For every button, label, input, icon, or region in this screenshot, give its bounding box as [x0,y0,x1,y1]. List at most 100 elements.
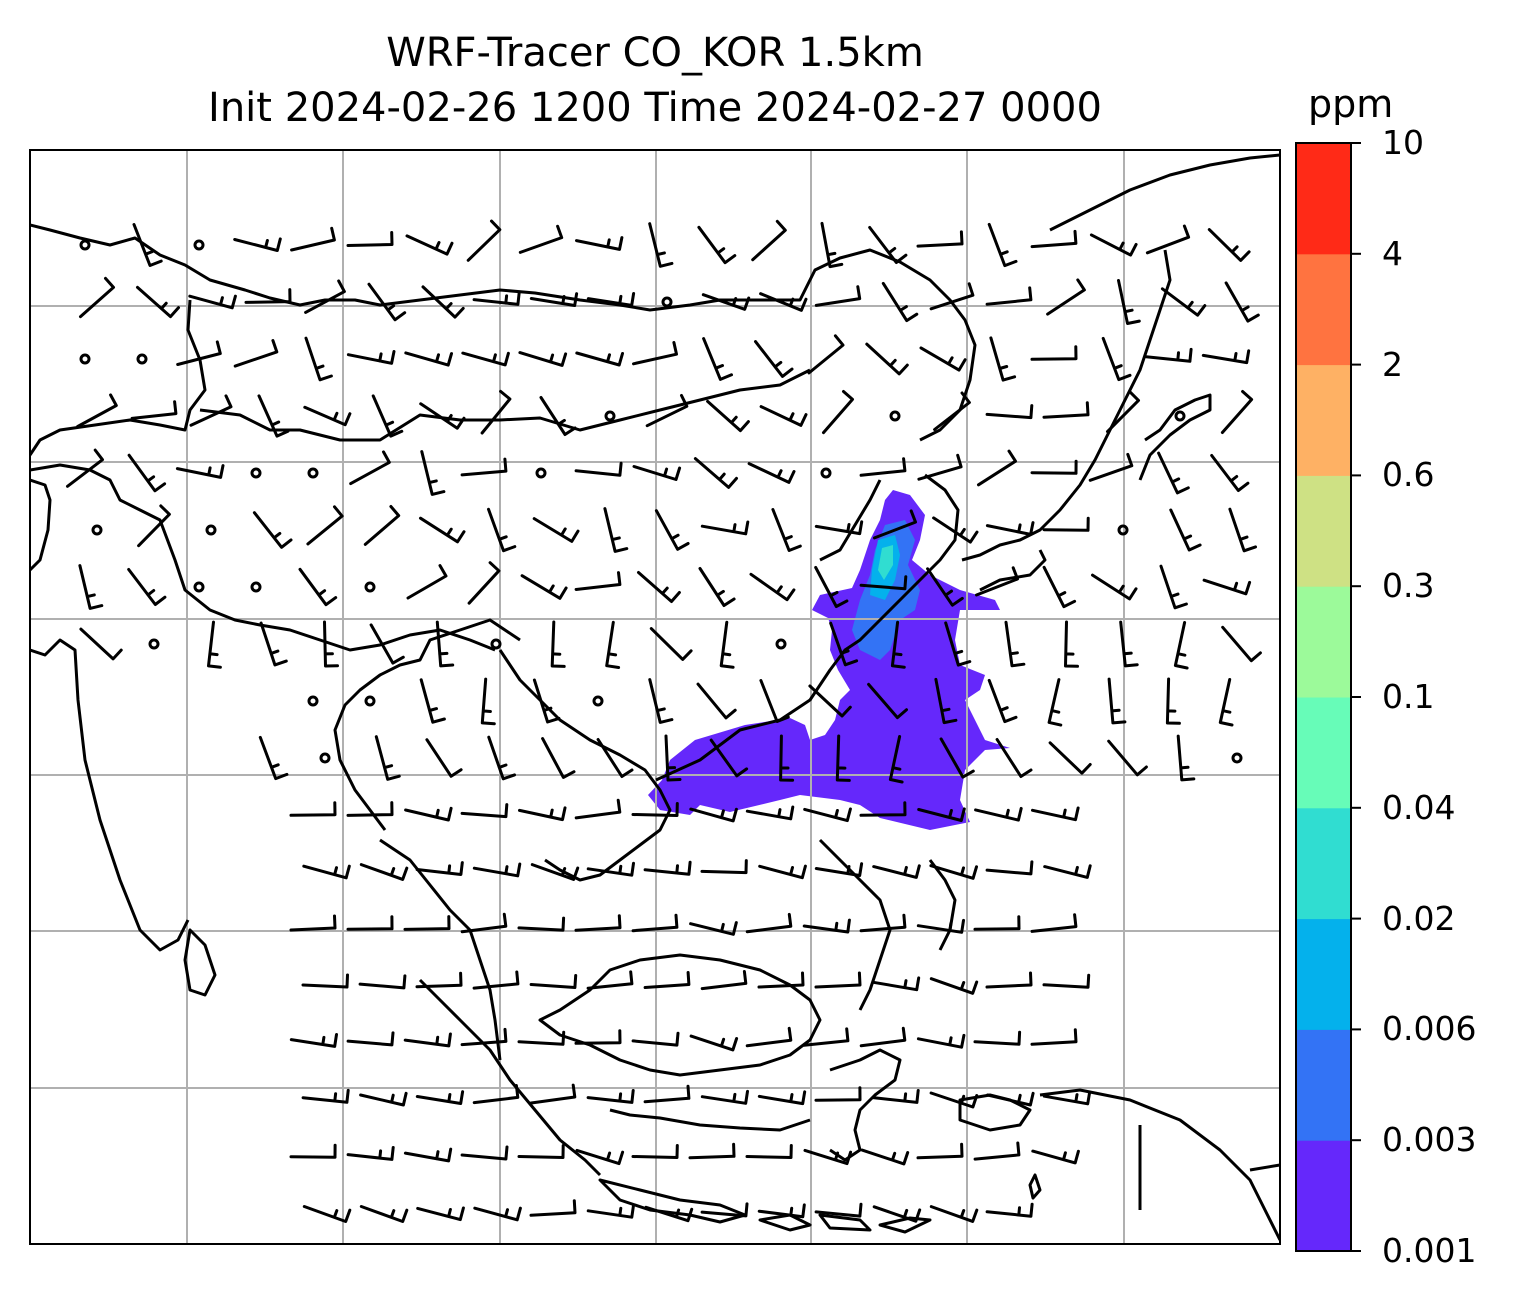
wind-barb [207,620,222,669]
wind-barb [404,806,453,822]
colorbar-ticks [1351,142,1361,1252]
wind-barb [637,571,681,603]
wind-barb [586,1203,635,1219]
wind-barb [648,222,674,268]
wind-barbs [66,219,1262,1223]
wind-barb [529,292,579,307]
wind-barb [871,1089,920,1104]
wind-barb [374,735,401,781]
wind-barb [435,620,455,668]
wind-barb [1176,734,1196,782]
wind-barb [649,627,693,661]
wind-barb [137,504,171,548]
wind-barb [301,973,349,989]
wind-barb [916,1142,964,1160]
wind-barb [1043,864,1092,879]
wind-barb [79,627,123,661]
wind-barb [132,223,163,267]
wind-barb [416,1206,465,1222]
wind-barb [302,864,351,880]
wind-barb [758,864,807,880]
colorbar-tick-label: 0.006 [1382,1009,1477,1049]
calm-wind-marker [364,695,376,707]
wind-barb [700,1202,749,1218]
wind-barb [1165,677,1181,725]
wind-barb [419,678,446,724]
calm-wind-marker [661,296,673,308]
wind-barb [1042,516,1090,532]
wind-barb [1210,454,1250,492]
wind-barb [697,225,737,265]
calm-wind-marker [193,581,205,593]
map-frame [29,149,1281,1245]
wind-barb [859,913,907,933]
wind-barb [403,1032,452,1048]
wind-barb [1202,578,1252,596]
wind-barb [860,1148,910,1166]
wind-barb [539,396,577,436]
wind-barb [835,734,851,782]
wind-barb [473,1206,522,1222]
coastlines [30,153,1280,1241]
chart-title: WRF-Tracer CO_KOR 1.5km [386,30,924,76]
wind-barb [574,571,622,591]
wind-barb [643,971,691,989]
colorbar-segment [1296,697,1351,809]
calm-wind-marker [592,695,604,707]
wind-barb [700,1089,749,1105]
wind-barb [472,862,522,878]
wind-barb [929,282,975,311]
wind-barb [79,276,115,319]
wind-barb [1106,390,1140,434]
wind-barb [932,516,979,544]
wind-barb [985,860,1034,876]
wind-barb [888,735,904,784]
wind-barb [919,346,967,372]
wind-barb [127,568,167,606]
wind-barb [460,912,508,934]
wind-barb [480,389,512,435]
wind-barb [745,805,795,821]
wind-barb [814,520,864,536]
wind-barb [751,219,787,262]
wind-barb [472,1084,520,1105]
wind-barb [532,517,580,543]
wind-barb [346,1031,395,1047]
wind-barb [1030,229,1078,249]
wind-barb [605,620,621,669]
wind-barb [233,237,282,252]
calm-wind-marker [79,239,91,251]
wind-barb [664,734,682,782]
wind-barb [916,918,965,934]
wind-barb [1031,1149,1080,1165]
wind-barb [460,1027,508,1047]
wind-barb [136,285,180,319]
wind-barb [574,798,622,820]
colorbar-tick-label: 0.3 [1382,566,1435,606]
wind-barb [814,862,864,877]
wind-barb [1047,678,1063,727]
wind-barb [323,620,339,668]
calm-wind-marker [889,410,901,422]
wind-barb [916,230,964,248]
wind-barb [363,505,401,546]
wind-barb [745,912,793,934]
gridlines [30,150,1280,1244]
wind-barb [359,863,409,881]
wind-barb [371,394,404,438]
wind-barb [1048,741,1092,775]
wind-barb [1042,973,1091,989]
wind-barb [346,1146,395,1161]
wind-barb [574,914,622,932]
wind-barb [596,738,634,778]
wind-barb [1224,281,1260,323]
colorbar-tick-label: 0.04 [1382,787,1456,827]
wind-barb [643,1084,691,1104]
wind-barb [1218,678,1234,727]
calm-wind-marker [136,353,148,365]
wind-barb [1030,1028,1078,1046]
wind-barb [1117,279,1141,325]
wind-barb [415,1090,465,1105]
calm-wind-marker [535,467,547,479]
wind-barb [176,340,222,366]
